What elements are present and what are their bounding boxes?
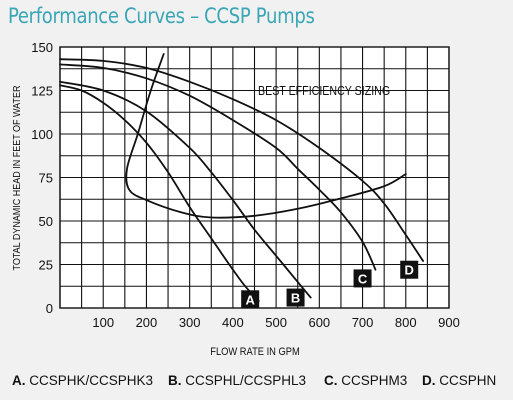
y-tick-label: 125 xyxy=(31,84,53,99)
curve-label-box-b xyxy=(286,288,305,307)
legend-item-b: B. CCSPHL/CCSPHL3 xyxy=(168,373,306,388)
x-tick-label: 200 xyxy=(136,315,158,330)
x-tick-label: 100 xyxy=(92,315,114,330)
legend-text-c: CCSPHM3 xyxy=(341,373,408,388)
legend-key-b: B. xyxy=(168,373,182,388)
legend-item-c: C. CCSPHM3 xyxy=(324,373,407,388)
curve-label-d: D xyxy=(405,263,414,278)
legend-key-d: D. xyxy=(422,373,436,388)
x-tick-label: 700 xyxy=(352,315,374,330)
x-tick-label: 600 xyxy=(308,315,330,330)
y-tick-label: 25 xyxy=(39,258,53,273)
pump-curve-c xyxy=(59,63,377,271)
curve-label-box-a xyxy=(241,290,260,309)
curve-label-c: C xyxy=(358,271,368,286)
x-axis-label: FLOW RATE IN GPM xyxy=(210,346,300,358)
y-tick-label: 0 xyxy=(46,301,53,316)
legend-key-a: A. xyxy=(12,373,26,388)
legend-text-d: CCSPHN xyxy=(439,373,497,388)
legend-text-b: CCSPHL/CCSPHL3 xyxy=(185,373,307,388)
x-tick-label: 900 xyxy=(438,315,460,330)
legend-item-d: D. CCSPHN xyxy=(422,373,496,388)
x-tick-label: 300 xyxy=(179,315,201,330)
legend-item-a: A. CCSPHK/CCSPHK3 xyxy=(12,373,153,388)
best-efficiency-curve xyxy=(125,53,407,219)
pump-curve-a xyxy=(59,84,260,302)
y-tick-label: 75 xyxy=(39,171,53,186)
pump-curve-d xyxy=(59,58,424,262)
pump-curve-b xyxy=(59,80,312,299)
x-tick-label: 500 xyxy=(265,315,287,330)
curve-label-box-d xyxy=(400,260,419,279)
page-title: Performance Curves – CCSP Pumps xyxy=(8,4,315,28)
x-tick-label: 400 xyxy=(222,315,244,330)
x-tick-label: 800 xyxy=(395,315,417,330)
best-efficiency-annotation: BEST EFFICIENCY SIZING xyxy=(258,83,390,98)
y-tick-label: 50 xyxy=(39,214,53,229)
curve-label-b: B xyxy=(291,291,300,306)
curve-label-box-c xyxy=(353,269,372,288)
y-tick-label: 100 xyxy=(31,127,53,142)
legend-key-c: C. xyxy=(324,373,338,388)
legend-text-a: CCSPHK/CCSPHK3 xyxy=(29,373,154,388)
y-tick-label: 150 xyxy=(31,40,53,55)
curve-label-a: A xyxy=(245,292,255,307)
y-axis-label: TOTAL DYNAMIC HEAD IN FEET OF WATER xyxy=(12,85,24,270)
